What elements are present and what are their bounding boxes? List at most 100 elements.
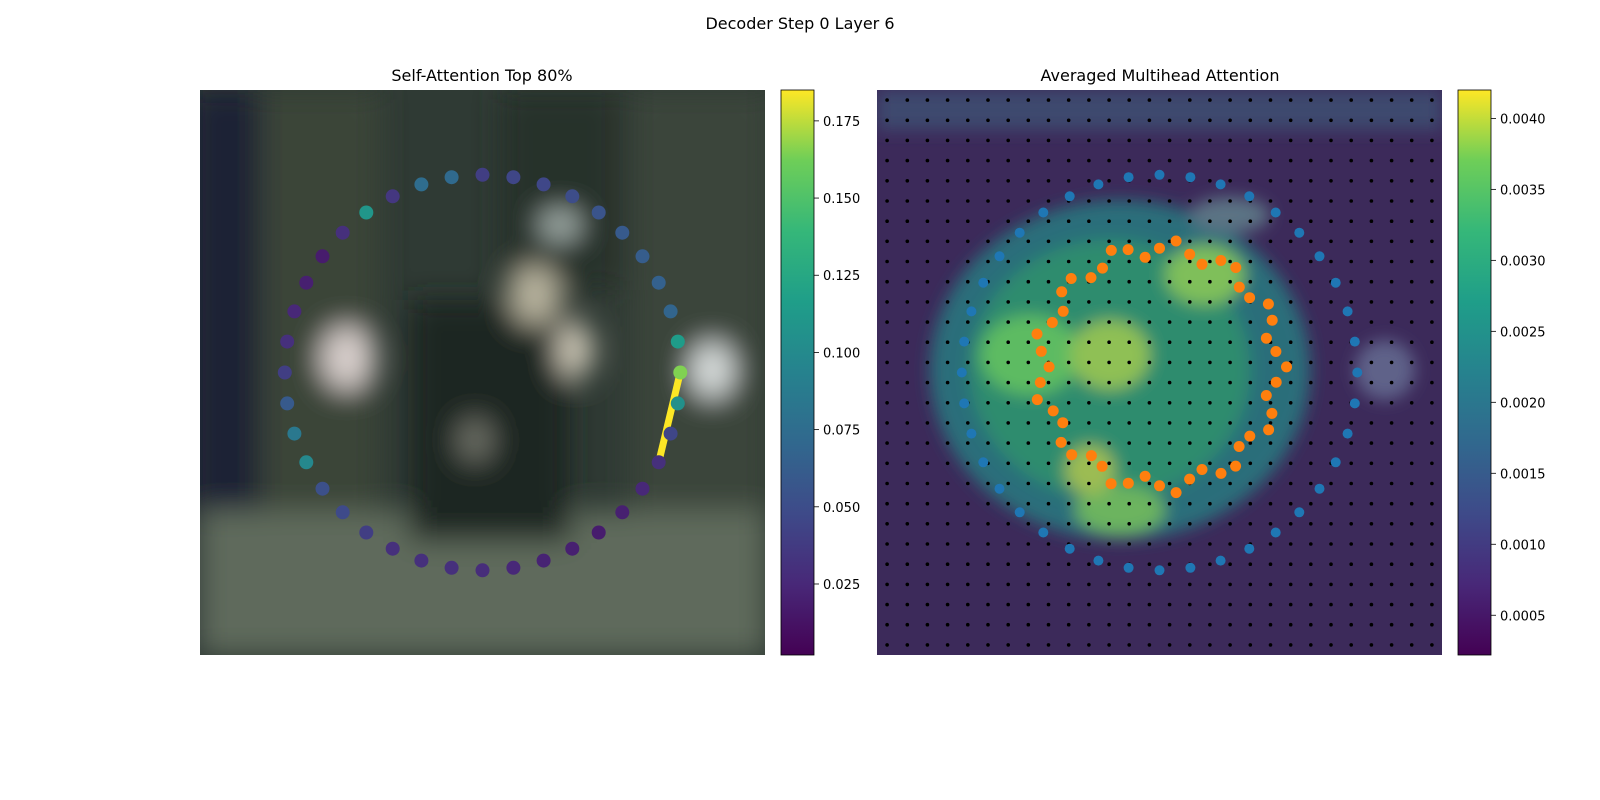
grid-dot: [1167, 340, 1172, 345]
grid-dot: [1208, 118, 1212, 123]
grid-dot: [1208, 401, 1212, 405]
grid-dot: [1268, 582, 1273, 587]
grid-dot: [1389, 380, 1394, 385]
grid-dot: [1006, 360, 1010, 365]
inner-ring-point: [1056, 286, 1068, 298]
grid-dot: [1167, 279, 1172, 284]
grid-dot: [1349, 501, 1353, 506]
grid-dot: [1006, 98, 1010, 102]
multihead-attention-title: Averaged Multihead Attention: [1041, 66, 1280, 85]
grid-dot: [1288, 582, 1293, 587]
grid-dot: [1208, 179, 1212, 183]
self-attention-point: [444, 560, 459, 575]
grid-dot: [1026, 320, 1031, 324]
grid-dot: [1026, 421, 1031, 425]
grid-dot: [966, 219, 970, 223]
grid-dot: [1026, 562, 1031, 566]
grid-dot: [1329, 401, 1333, 405]
grid-dot: [885, 219, 889, 223]
colorbar-tick-label: 0.025: [823, 578, 860, 593]
grid-dot: [1309, 481, 1313, 486]
grid-dot: [1349, 562, 1353, 566]
grid-dot: [966, 602, 970, 607]
self-attention-point: [670, 396, 685, 411]
grid-dot: [1409, 279, 1414, 284]
inner-ring-point: [1105, 244, 1117, 256]
grid-dot: [1430, 300, 1434, 304]
grid-dot: [1248, 522, 1253, 526]
grid-dot: [1389, 582, 1394, 587]
self-attention-point: [299, 275, 314, 290]
grid-dot: [1107, 360, 1111, 365]
grid-dot: [1288, 643, 1293, 647]
grid-dot: [1430, 441, 1434, 445]
colorbar-tick-label: 0.175: [823, 115, 860, 130]
grid-dot: [1369, 259, 1374, 264]
grid-dot: [1268, 602, 1273, 607]
grid-dot: [1006, 441, 1010, 445]
grid-dot: [1329, 179, 1333, 183]
grid-dot: [1006, 138, 1010, 143]
grid-dot: [1409, 501, 1414, 506]
grid-dot: [1006, 643, 1010, 647]
inner-ring-point: [1230, 460, 1242, 472]
grid-dot: [905, 219, 910, 223]
self-attention-point: [359, 205, 374, 220]
grid-dot: [1228, 643, 1232, 647]
grid-dot: [1309, 622, 1313, 627]
outer-ring-point: [1185, 172, 1196, 183]
inner-ring-point: [1230, 262, 1242, 273]
grid-dot: [1188, 279, 1192, 284]
outer-ring-point: [1154, 169, 1165, 180]
grid-dot: [1208, 461, 1212, 466]
outer-ring-point: [1314, 251, 1325, 262]
colorbar-tick-label: 0.125: [823, 269, 860, 284]
grid-dot: [1409, 643, 1414, 647]
grid-dot: [1006, 582, 1010, 587]
outer-ring-point: [994, 251, 1005, 262]
grid-dot: [1006, 320, 1010, 324]
grid-dot: [1087, 522, 1091, 526]
grid-dot: [945, 380, 950, 385]
grid-dot: [1369, 562, 1374, 566]
grid-dot: [1107, 542, 1111, 546]
inner-ring-point: [1233, 441, 1245, 452]
grid-dot: [1430, 481, 1434, 486]
grid-dot: [1087, 481, 1091, 486]
grid-dot: [1430, 340, 1434, 345]
colorbar-tick-label: 0.150: [823, 192, 860, 207]
grid-dot: [1349, 118, 1353, 123]
grid-dot: [1430, 118, 1434, 123]
grid-dot: [1147, 179, 1152, 183]
grid-dot: [1127, 158, 1131, 163]
grid-dot: [1309, 421, 1313, 425]
grid-dot: [1369, 360, 1374, 365]
grid-dot: [1248, 582, 1253, 587]
outer-ring-point: [1244, 191, 1255, 202]
outer-ring-point: [1093, 179, 1104, 190]
grid-dot: [1409, 461, 1414, 466]
grid-dot: [905, 320, 910, 324]
grid-dot: [1006, 401, 1010, 405]
grid-dot: [1389, 279, 1394, 284]
grid-dot: [945, 239, 950, 244]
grid-dot: [1147, 441, 1152, 445]
grid-dot: [1026, 360, 1031, 365]
grid-dot: [1288, 602, 1293, 607]
grid-dot: [945, 360, 950, 365]
grid-dot: [1087, 320, 1091, 324]
grid-dot: [1087, 542, 1091, 546]
grid-dot: [966, 360, 970, 365]
grid-dot: [1389, 340, 1394, 345]
grid-dot: [1329, 340, 1333, 345]
grid-dot: [1167, 622, 1172, 627]
grid-dot: [1389, 562, 1394, 566]
grid-dot: [1167, 199, 1172, 203]
grid-dot: [945, 279, 950, 284]
grid-dot: [1087, 643, 1091, 647]
grid-dot: [1309, 118, 1313, 123]
grid-dot: [966, 542, 970, 546]
self-attention-point: [385, 541, 400, 556]
outer-ring-point: [1330, 277, 1341, 288]
grid-dot: [885, 622, 889, 627]
